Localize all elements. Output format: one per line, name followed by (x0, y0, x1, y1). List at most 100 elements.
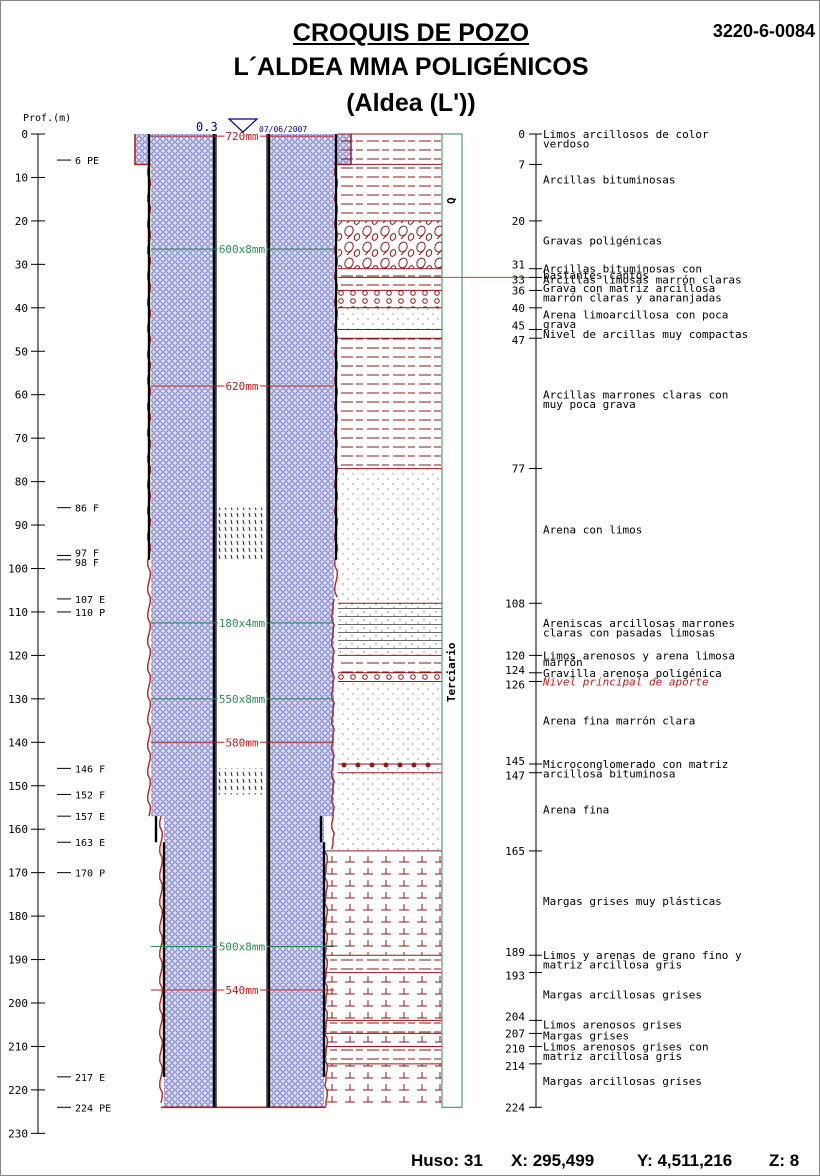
layer-description: Gravas poligénicas (543, 234, 662, 247)
layer-depth-label: 147 (505, 770, 525, 783)
layer-depth-label: 108 (505, 597, 525, 610)
layer-description: Margas grises (543, 1030, 629, 1043)
strata-layer (338, 681, 442, 765)
depth-tick-label: 180 (8, 910, 28, 923)
layer-description: Margas grises muy plásticas (543, 895, 722, 908)
depth-tick-label: 130 (8, 693, 28, 706)
period-frame (441, 133, 463, 1108)
x-coordinate: X: 295,499 (511, 1151, 595, 1170)
well-code: 3220-6-0084 (712, 21, 815, 41)
period-label: Q (445, 197, 458, 204)
depth-tick-label: 220 (8, 1084, 28, 1097)
gravel-pack (164, 816, 215, 1108)
conglomerate-dot (411, 762, 417, 768)
strata-layer (326, 955, 442, 973)
layer-depth-label: 126 (505, 678, 525, 691)
screen-interval (216, 507, 267, 560)
layer-depth-label: 193 (505, 970, 525, 983)
strata-layer (338, 329, 442, 339)
strata-layer (326, 1046, 442, 1064)
diameter-label-bg (224, 983, 260, 997)
layer-description: matriz arcillosa gris (543, 959, 682, 972)
layer-depth-label: 77 (512, 463, 525, 476)
gravel-pack (151, 164, 215, 817)
gravel-pack (270, 164, 334, 817)
construction-label: 163 E (75, 838, 105, 849)
layer-depth-label: 120 (505, 649, 525, 662)
layer-depth-label: 207 (505, 1027, 525, 1040)
layer-description: arcillosa bituminosa (543, 768, 675, 781)
strata-layer (338, 134, 442, 165)
coordinates-footer: Huso: 31 X: 295,499 Y: 4,511,216 Z: 8 (1, 1151, 819, 1173)
depth-tick-label: 80 (15, 476, 28, 489)
strata-layer (326, 972, 442, 1021)
layer-description: matriz arcillosa gris (543, 1050, 682, 1063)
layer-depth-label: 165 (505, 845, 525, 858)
construction-label: 107 E (75, 595, 105, 606)
strata-layer (338, 268, 442, 278)
layer-description: Arcillas marrones claras con (543, 389, 728, 402)
borehole-wall (331, 598, 335, 850)
strata-layer (338, 338, 442, 469)
depth-tick-label: 190 (8, 954, 28, 967)
depth-tick-label: 50 (15, 345, 28, 358)
construction-label: 217 E (75, 1073, 105, 1084)
depth-tick-label: 10 (15, 171, 28, 184)
layer-description: Limos y arenas de grano fino y (543, 949, 742, 962)
conglomerate-dot (369, 762, 375, 768)
strata-layer (326, 1063, 442, 1108)
layer-depth-label: 33 (512, 273, 525, 286)
strata-layer (326, 850, 442, 956)
layer-description: marrón claras y anaranjadas (543, 292, 722, 305)
layer-description: Limos arcillosos de color (543, 128, 709, 141)
gravel-pack (270, 816, 324, 1108)
strata-layer (338, 290, 442, 308)
layer-description: Limos arenosos grises (543, 1019, 682, 1032)
conglomerate-dot (397, 762, 403, 768)
strata-layer (338, 603, 442, 656)
layer-description: bastantes cantos (543, 269, 649, 282)
diameter-label-bg (217, 692, 267, 706)
layer-description: Margas arcillosas grises (543, 1075, 702, 1088)
strata-layer (338, 164, 442, 221)
layer-description: Arcillas limosas marrón claras (543, 274, 742, 287)
water-level-icon (227, 118, 259, 133)
layer-description: Microconglomerado con matriz (543, 758, 728, 771)
layer-depth-label: 204 (505, 1010, 525, 1023)
depth-tick-label: 90 (15, 519, 28, 532)
depth-tick-label: 20 (15, 215, 28, 228)
layer-depth-label: 124 (505, 664, 525, 677)
diameter-label: 720mm (225, 130, 258, 143)
huso-label: Huso: 31 (411, 1151, 483, 1170)
layer-depth-label: 0 (518, 128, 525, 141)
layer-description: Limos arenosos grises con (543, 1040, 709, 1053)
water-level-date: 07/06/2007 (259, 125, 307, 134)
borehole-wall (159, 816, 163, 1104)
depth-tick-label: 140 (8, 736, 28, 749)
layer-description: Arcillas bituminosas con (543, 263, 702, 276)
construction-label: 170 P (75, 869, 105, 880)
layer-description: Nivel de arcillas muy compactas (543, 328, 748, 341)
construction-label: 152 F (75, 790, 105, 801)
depth-tick-label: 60 (15, 389, 28, 402)
construction-label: 97 F (75, 548, 99, 559)
borehole-wall (134, 134, 151, 166)
layer-description: claras con pasadas limosas (543, 626, 715, 639)
layer-depth-label: 20 (512, 215, 525, 228)
depth-tick-label: 230 (8, 1127, 28, 1140)
depth-tick-label: 200 (8, 997, 28, 1010)
strata-layer (338, 772, 442, 851)
layer-depth-label: 36 (512, 284, 525, 297)
period-label: Terciario (445, 642, 458, 702)
layer-description: Margas arcillosas grises (543, 988, 702, 1001)
layer-depth-label: 7 (518, 158, 525, 171)
layer-depth-label: 40 (512, 302, 525, 315)
conglomerate-dot (341, 762, 347, 768)
diameter-label: 580mm (225, 736, 258, 749)
depth-tick-label: 70 (15, 432, 28, 445)
construction-label: 6 PE (75, 156, 99, 167)
strata-layer (338, 468, 442, 604)
depth-tick-label: 110 (8, 606, 28, 619)
depth-tick-label: 120 (8, 649, 28, 662)
